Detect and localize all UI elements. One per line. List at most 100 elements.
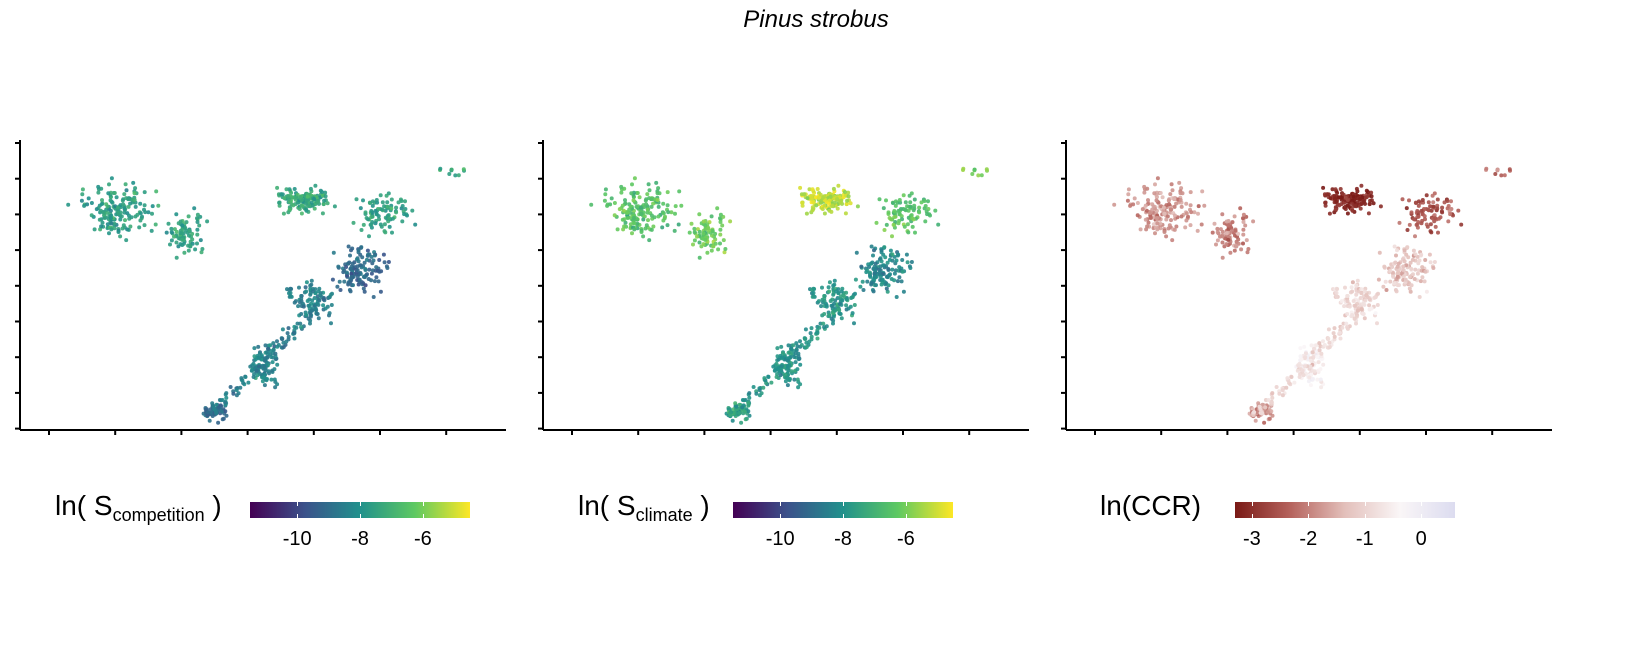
data-point — [1158, 221, 1163, 226]
data-point — [265, 377, 269, 381]
data-point — [846, 194, 851, 199]
data-point — [389, 206, 394, 211]
data-point — [622, 224, 627, 229]
data-point — [810, 187, 815, 192]
data-point — [349, 271, 354, 276]
data-point — [713, 231, 718, 236]
data-point — [886, 266, 891, 271]
data-point — [272, 377, 277, 382]
colorbar-tick — [360, 514, 361, 518]
data-point — [810, 207, 815, 212]
data-point — [1232, 214, 1237, 219]
data-point — [128, 224, 133, 229]
data-point — [150, 204, 155, 209]
data-point — [1162, 230, 1167, 234]
data-point — [313, 287, 318, 292]
data-point — [385, 266, 390, 270]
data-point — [815, 336, 820, 341]
data-point — [723, 247, 728, 251]
data-point — [1270, 391, 1275, 396]
data-point — [337, 279, 342, 284]
data-point — [308, 186, 313, 191]
data-point — [1315, 355, 1320, 359]
data-point — [195, 216, 199, 221]
data-point — [349, 274, 354, 279]
data-point — [174, 229, 179, 234]
data-point — [1327, 345, 1332, 349]
data-point — [1344, 321, 1349, 326]
data-point — [936, 222, 941, 227]
data-point — [109, 227, 114, 232]
data-point — [635, 221, 640, 226]
data-point — [1350, 280, 1355, 285]
data-point — [709, 248, 714, 253]
data-point — [718, 232, 723, 237]
data-point — [1341, 192, 1346, 197]
data-point — [281, 211, 286, 216]
data-point — [839, 316, 844, 321]
data-point — [304, 198, 309, 203]
data-point — [815, 187, 820, 191]
data-point — [180, 223, 185, 228]
data-point — [1224, 231, 1229, 236]
data-point — [286, 326, 291, 331]
data-point — [786, 343, 791, 348]
data-point — [374, 275, 379, 280]
data-point — [1367, 297, 1372, 302]
data-point — [385, 200, 390, 205]
data-point — [1359, 183, 1364, 188]
data-point — [1260, 411, 1265, 415]
data-point — [1325, 192, 1330, 197]
data-point — [288, 294, 293, 299]
data-point — [789, 369, 794, 374]
data-point — [843, 211, 848, 216]
data-point — [619, 184, 624, 189]
data-point — [154, 189, 159, 194]
data-point — [304, 289, 309, 294]
data-point — [80, 187, 85, 192]
data-point — [1330, 187, 1335, 192]
data-point — [121, 202, 126, 207]
data-point — [1342, 304, 1347, 309]
data-point — [128, 201, 133, 206]
data-point — [1245, 250, 1250, 255]
data-point — [1317, 348, 1322, 353]
data-point — [651, 201, 656, 206]
data-point — [169, 230, 174, 235]
data-point — [387, 216, 392, 221]
data-point — [1400, 197, 1405, 202]
colorbar-tick — [843, 514, 844, 518]
data-point — [788, 377, 792, 381]
data-point — [285, 331, 290, 336]
data-point — [142, 223, 147, 228]
data-point — [1343, 207, 1348, 211]
data-point — [106, 191, 111, 196]
data-point — [389, 197, 394, 202]
data-point — [1353, 203, 1358, 208]
data-point — [837, 301, 842, 306]
data-point — [1307, 375, 1312, 380]
data-point — [1433, 216, 1438, 221]
legend-title: ln( Sclimate ) — [578, 490, 710, 525]
data-point — [305, 299, 310, 303]
data-point — [335, 284, 340, 289]
data-point — [1199, 222, 1204, 227]
data-point — [1345, 299, 1350, 304]
data-point — [1241, 227, 1246, 232]
data-point — [720, 223, 725, 228]
data-point — [263, 343, 268, 348]
data-point — [124, 238, 129, 243]
data-point — [897, 198, 902, 202]
data-point — [1218, 234, 1222, 239]
data-point — [366, 217, 370, 222]
data-point — [912, 197, 917, 202]
data-point — [870, 260, 875, 265]
data-point — [811, 294, 816, 299]
data-point — [881, 252, 886, 257]
data-point — [319, 190, 324, 194]
data-point — [779, 344, 784, 349]
data-point — [893, 214, 898, 219]
data-point — [1429, 230, 1434, 235]
data-point — [673, 211, 677, 216]
data-point — [172, 234, 176, 239]
